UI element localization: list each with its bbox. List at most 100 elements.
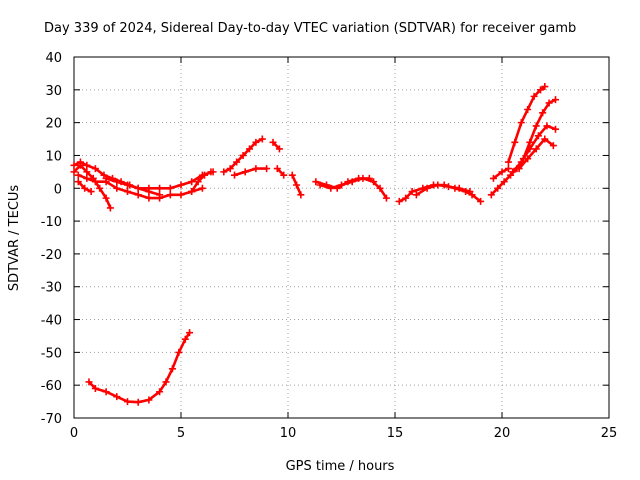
- data-point: [83, 168, 91, 176]
- data-point: [124, 188, 131, 196]
- data-point: [263, 165, 271, 173]
- plot-frame: [73, 56, 610, 419]
- data-point: [252, 165, 260, 173]
- data-point: [543, 122, 551, 130]
- series-line: [233, 167, 268, 177]
- data-point: [233, 158, 241, 166]
- series-arc-low: [85, 329, 194, 406]
- data-point: [113, 184, 121, 192]
- data-point: [76, 158, 84, 166]
- y-tick-label: -60: [41, 379, 62, 394]
- data-point: [534, 132, 542, 140]
- data-point: [102, 388, 110, 396]
- data-point: [545, 99, 553, 107]
- series-b2: [231, 165, 271, 179]
- data-point: [509, 168, 517, 176]
- data-point: [181, 335, 189, 343]
- y-tick-label: -70: [41, 412, 62, 427]
- data-point: [186, 329, 194, 337]
- data-point: [515, 165, 523, 173]
- data-point: [269, 138, 277, 146]
- series-a3: [74, 171, 206, 202]
- series-a5: [74, 178, 95, 196]
- data-point: [220, 168, 228, 176]
- series-layer: [70, 83, 559, 406]
- data-point: [494, 184, 502, 192]
- data-point: [552, 125, 559, 133]
- data-point: [91, 165, 99, 173]
- data-point: [162, 378, 170, 386]
- series-e2: [504, 83, 549, 166]
- data-point: [156, 388, 164, 396]
- data-point: [537, 86, 545, 94]
- data-point: [530, 92, 538, 100]
- x-tick-label: 5: [177, 426, 185, 441]
- data-point: [74, 178, 82, 186]
- series-a6: [188, 168, 215, 196]
- series-line: [72, 164, 112, 210]
- data-point: [96, 184, 104, 192]
- series-e4: [515, 135, 557, 173]
- series-d2: [412, 181, 474, 199]
- data-point: [526, 145, 534, 153]
- data-point: [188, 188, 196, 196]
- grid-layer: [74, 57, 609, 418]
- data-point: [549, 142, 557, 150]
- data-point: [201, 171, 209, 179]
- data-point: [532, 122, 540, 130]
- data-point: [226, 165, 234, 173]
- data-point: [91, 178, 99, 186]
- data-point: [504, 165, 512, 173]
- series-c1: [288, 171, 305, 199]
- data-point: [156, 194, 164, 202]
- data-point: [552, 96, 559, 104]
- data-point: [500, 178, 508, 186]
- data-point: [145, 396, 153, 404]
- data-point: [312, 178, 320, 186]
- data-point: [504, 158, 512, 166]
- data-point: [188, 178, 196, 186]
- data-point: [541, 83, 549, 91]
- data-point: [245, 145, 253, 153]
- y-tick-label: 20: [45, 117, 62, 132]
- data-point: [273, 165, 281, 173]
- data-point: [327, 184, 335, 192]
- data-point: [83, 174, 91, 182]
- data-point: [168, 365, 176, 373]
- data-point: [134, 184, 142, 192]
- y-axis-title: SDTVAR / TECUs: [7, 185, 22, 292]
- data-point: [275, 145, 283, 153]
- data-point: [145, 184, 153, 192]
- data-point: [348, 178, 356, 186]
- series-line: [190, 170, 213, 193]
- data-point: [541, 135, 549, 143]
- data-point: [288, 171, 296, 179]
- x-tick-label: 10: [280, 426, 297, 441]
- data-point: [194, 178, 202, 186]
- data-point: [175, 348, 183, 356]
- data-point: [293, 181, 301, 189]
- data-point: [134, 398, 142, 406]
- data-point: [489, 174, 497, 182]
- data-point: [231, 171, 238, 179]
- series-line: [492, 167, 510, 180]
- data-point: [83, 161, 91, 169]
- data-point: [124, 181, 131, 189]
- series-c3: [316, 174, 378, 192]
- data-point: [106, 204, 114, 212]
- series-c2: [312, 174, 390, 202]
- data-point: [408, 188, 416, 196]
- series-e5: [489, 165, 512, 182]
- series-b3: [269, 138, 283, 153]
- tick-layer: 0 5 10 15 20 25 -70 -60 -50 -40 -30 -20 -10 0 10 20 30 40: [41, 51, 618, 441]
- data-point: [532, 145, 540, 153]
- data-point: [87, 188, 95, 196]
- data-point: [156, 184, 164, 192]
- data-point: [477, 197, 485, 205]
- data-point: [239, 151, 247, 159]
- x-tick-label: 0: [70, 426, 78, 441]
- data-point: [539, 109, 547, 117]
- series-e1: [487, 96, 559, 199]
- data-point: [316, 181, 324, 189]
